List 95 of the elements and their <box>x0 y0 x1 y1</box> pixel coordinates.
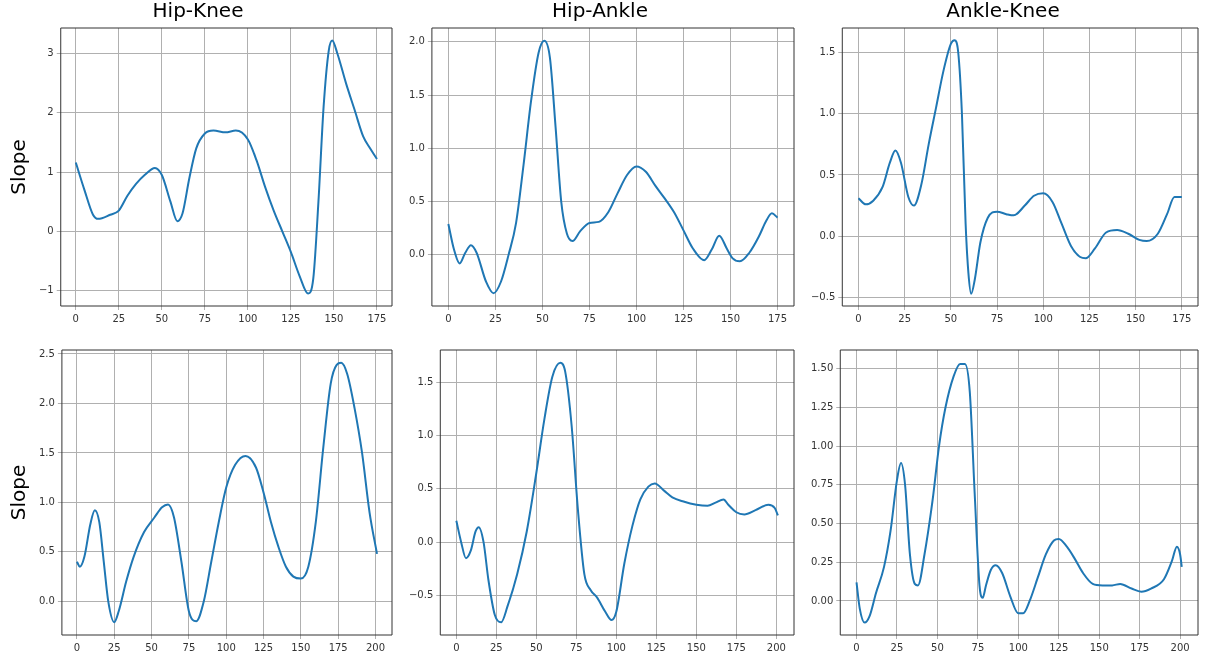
x-tick-label: 0 <box>855 312 862 324</box>
x-tick-label: 0 <box>453 641 460 653</box>
y-tick-label: 0.0 <box>409 248 425 260</box>
y-axis-title: Slope <box>6 139 31 195</box>
x-tick-label: 75 <box>198 312 212 324</box>
y-tick-label: 0.0 <box>417 535 434 547</box>
x-tick-label: 200 <box>766 641 786 653</box>
y-tick-label: 1 <box>47 165 54 177</box>
y-tick-label: 0.0 <box>819 229 836 241</box>
x-tick-label: 25 <box>112 312 126 324</box>
y-tick-label: −1 <box>38 284 54 296</box>
y-tick-label: 1.5 <box>409 88 425 100</box>
y-tick-label: 0.5 <box>819 168 836 180</box>
x-tick-label: 0 <box>445 312 452 324</box>
x-tick-label: 125 <box>646 641 666 653</box>
x-tick-label: 25 <box>890 641 904 653</box>
x-tick-label: 25 <box>489 641 503 653</box>
y-tick-label: 3 <box>47 47 54 59</box>
x-tick-label: 150 <box>291 641 311 653</box>
line-series <box>855 362 1183 624</box>
x-tick-label: 50 <box>944 312 958 324</box>
x-tick-label: 75 <box>990 312 1004 324</box>
x-tick-label: 175 <box>367 312 387 324</box>
y-tick-label: 1.5 <box>417 375 434 387</box>
y-tick-label: 1.0 <box>417 428 434 440</box>
x-tick-label: 125 <box>253 641 274 653</box>
x-tick-label: 50 <box>529 641 543 653</box>
x-tick-label: 50 <box>931 641 944 653</box>
x-tick-label: 150 <box>686 641 706 653</box>
y-tick-label: 2 <box>47 106 54 118</box>
x-tick-label: 100 <box>1008 641 1028 653</box>
x-tick-label: 100 <box>626 312 647 324</box>
x-tick-label: 200 <box>1170 641 1190 653</box>
x-tick-label: 125 <box>1049 641 1069 653</box>
x-tick-label: 0 <box>853 641 860 653</box>
y-tick-label: 1.0 <box>39 495 55 507</box>
y-tick-label: 1.0 <box>409 141 425 153</box>
x-tick-label: 175 <box>726 641 746 653</box>
y-tick-label: 2.0 <box>409 35 425 47</box>
y-tick-label: 0.5 <box>39 545 55 557</box>
x-tick-label: 150 <box>324 312 344 324</box>
chart-title: Hip-Ankle <box>552 0 648 23</box>
x-tick-label: 150 <box>1126 312 1146 324</box>
y-tick-label: 1.25 <box>811 400 834 412</box>
y-axis-title: Slope <box>6 464 31 521</box>
line-series <box>447 39 779 295</box>
x-tick-label: 100 <box>606 641 626 653</box>
line-series <box>857 39 1183 295</box>
x-tick-label: 25 <box>489 312 502 324</box>
chart-title: Hip-Knee <box>152 0 244 23</box>
y-tick-label: 1.5 <box>39 446 55 458</box>
x-tick-label: 125 <box>281 312 301 324</box>
x-tick-label: 0 <box>72 312 79 324</box>
x-tick-label: 200 <box>365 641 386 653</box>
y-tick-label: 0 <box>47 224 54 236</box>
x-tick-label: 175 <box>1172 312 1192 324</box>
y-tick-label: 0.5 <box>417 482 434 494</box>
y-tick-label: 2.5 <box>39 347 55 359</box>
chart-title: Ankle-Knee <box>946 0 1060 23</box>
y-tick-label: −0.5 <box>408 589 434 601</box>
y-tick-label: 0.0 <box>39 594 55 606</box>
x-tick-label: 50 <box>536 312 549 324</box>
y-tick-label: 1.5 <box>819 46 836 58</box>
x-tick-label: 25 <box>898 312 912 324</box>
x-tick-label: 125 <box>1079 312 1099 324</box>
x-tick-label: 75 <box>583 312 596 324</box>
x-tick-label: 150 <box>720 312 741 324</box>
x-tick-label: 75 <box>569 641 583 653</box>
line-series <box>455 361 779 624</box>
y-tick-label: 1.50 <box>811 362 834 374</box>
y-tick-label: 1.00 <box>811 439 834 451</box>
x-tick-label: 75 <box>182 641 196 653</box>
x-tick-label: 175 <box>1130 641 1150 653</box>
x-tick-label: 50 <box>155 312 169 324</box>
x-tick-label: 25 <box>107 641 121 653</box>
y-tick-label: 0.75 <box>811 478 834 490</box>
x-tick-label: 100 <box>1033 312 1053 324</box>
x-tick-label: 75 <box>971 641 985 653</box>
y-tick-label: 0.00 <box>811 594 834 606</box>
y-tick-label: −0.5 <box>810 291 836 303</box>
x-tick-label: 0 <box>73 641 81 653</box>
x-tick-label: 175 <box>328 641 348 653</box>
y-tick-label: 0.5 <box>409 195 425 207</box>
line-series <box>75 361 378 624</box>
x-tick-label: 100 <box>238 312 258 324</box>
y-tick-label: 1.0 <box>819 107 836 119</box>
x-tick-label: 150 <box>1089 641 1109 653</box>
x-tick-label: 175 <box>767 312 788 324</box>
y-tick-label: 0.25 <box>811 555 834 567</box>
x-tick-label: 50 <box>145 641 158 653</box>
y-tick-label: 2.0 <box>39 397 55 409</box>
y-tick-label: 0.50 <box>811 517 834 529</box>
x-tick-label: 125 <box>673 312 694 324</box>
x-tick-label: 100 <box>216 641 236 653</box>
line-series <box>74 39 378 295</box>
